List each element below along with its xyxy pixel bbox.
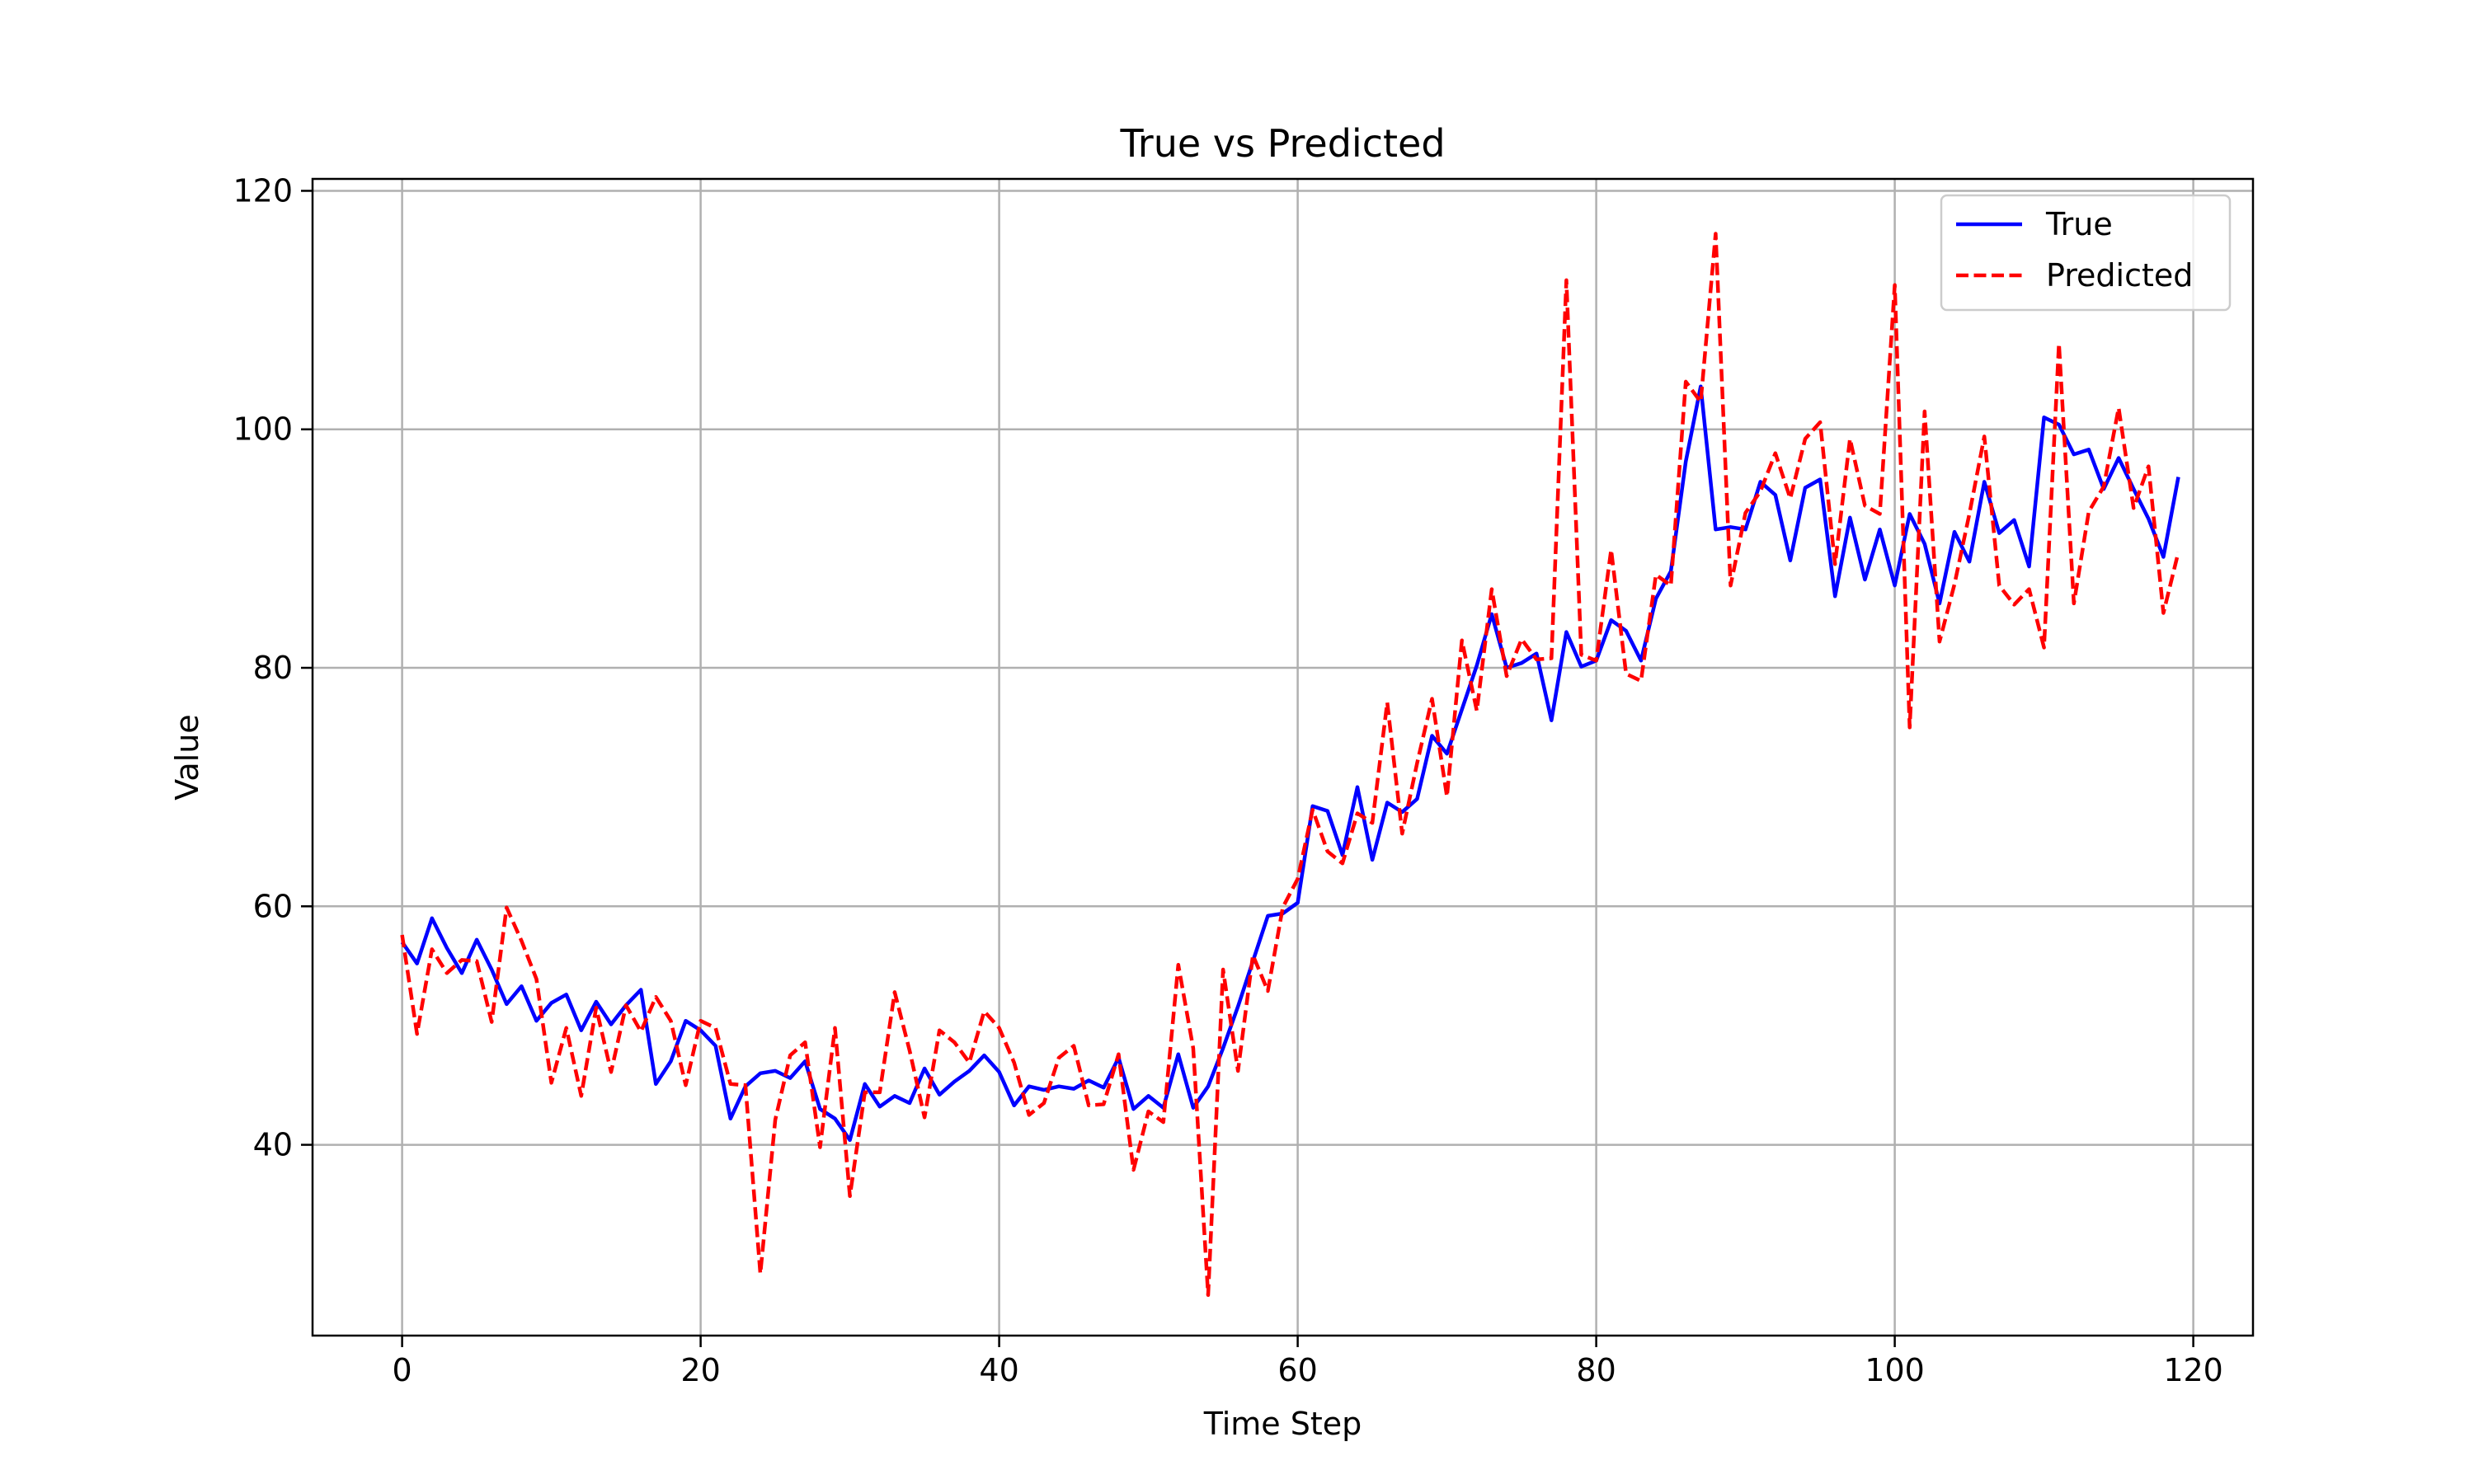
chart-title: True vs Predicted (1119, 121, 1445, 166)
y-tick-label: 60 (253, 888, 293, 924)
x-tick-label: 60 (1277, 1352, 1317, 1388)
plot-frame (311, 177, 2255, 1337)
x-axis-ticks: 0 20 40 60 80 100 120 (393, 1336, 2223, 1388)
y-tick-label: 120 (233, 172, 293, 209)
y-axis-label: Value (169, 714, 205, 800)
y-axis-ticks: 40 60 80 100 120 (233, 172, 313, 1163)
x-tick-label: 120 (2163, 1352, 2223, 1388)
grid-lines (313, 179, 2253, 1336)
x-tick-label: 20 (680, 1352, 720, 1388)
legend-label-true: True (2045, 206, 2113, 242)
x-tick-label: 100 (1865, 1352, 1925, 1388)
x-tick-label: 80 (1576, 1352, 1616, 1388)
x-tick-label: 0 (393, 1352, 412, 1388)
legend: True Predicted (1940, 194, 2232, 312)
series-line-predicted (400, 232, 2180, 1298)
x-axis-label: Time Step (1203, 1406, 1362, 1442)
legend-label-predicted: Predicted (2046, 257, 2193, 294)
y-tick-label: 40 (253, 1127, 293, 1163)
y-tick-label: 100 (233, 411, 293, 448)
x-tick-label: 40 (979, 1352, 1018, 1388)
series-layer (400, 232, 2180, 1298)
y-tick-label: 80 (253, 650, 293, 686)
